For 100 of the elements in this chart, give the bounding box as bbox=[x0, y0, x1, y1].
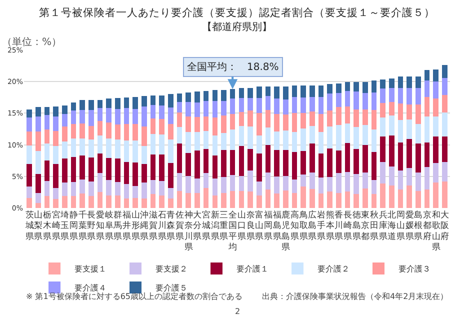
x-tick-label: 東京都 bbox=[361, 209, 370, 241]
bar bbox=[309, 85, 315, 97]
bar bbox=[265, 190, 271, 208]
bar bbox=[97, 135, 103, 154]
bar bbox=[416, 172, 421, 191]
bar bbox=[106, 158, 112, 180]
bar bbox=[309, 189, 315, 208]
bar bbox=[248, 98, 253, 111]
bar bbox=[106, 195, 112, 208]
bar bbox=[26, 198, 32, 208]
bar bbox=[274, 150, 280, 176]
x-tick-label: 三重県 bbox=[220, 209, 228, 241]
bar bbox=[159, 154, 165, 181]
bar bbox=[424, 70, 430, 80]
bar bbox=[406, 185, 412, 208]
bar bbox=[35, 116, 41, 132]
bar bbox=[80, 193, 85, 208]
bar bbox=[142, 96, 147, 106]
x-tick-label: 島根県 bbox=[414, 209, 422, 241]
bar bbox=[282, 176, 288, 190]
bar bbox=[106, 180, 112, 196]
x-tick-label: 全国平均 bbox=[228, 209, 237, 252]
bar bbox=[203, 149, 209, 174]
bar bbox=[194, 132, 200, 150]
bar bbox=[115, 140, 120, 159]
bar bbox=[53, 188, 58, 200]
bar bbox=[248, 110, 253, 126]
x-tick-label: 秋田県 bbox=[370, 209, 378, 241]
bar bbox=[124, 108, 130, 124]
bar bbox=[88, 181, 94, 196]
bar bbox=[176, 144, 182, 174]
bar bbox=[230, 98, 236, 114]
bar bbox=[53, 199, 58, 208]
bar bbox=[371, 130, 377, 152]
bar bbox=[159, 96, 165, 106]
x-tick-label: 奈良県 bbox=[246, 209, 254, 241]
bar bbox=[282, 190, 288, 208]
bar bbox=[265, 144, 271, 173]
x-tick-label: 鹿児島県 bbox=[282, 209, 290, 252]
bar bbox=[389, 166, 394, 186]
bar bbox=[389, 116, 394, 136]
x-tick-label: 長崎県 bbox=[343, 209, 352, 241]
x-tick-label: 熊本県 bbox=[326, 209, 334, 241]
bar bbox=[300, 97, 306, 114]
bar bbox=[274, 86, 280, 99]
bar bbox=[53, 164, 58, 188]
bar bbox=[44, 180, 50, 196]
bar bbox=[248, 126, 253, 150]
bar bbox=[203, 130, 209, 150]
bar bbox=[238, 190, 244, 208]
bar bbox=[26, 164, 32, 187]
bar bbox=[424, 142, 430, 167]
bar bbox=[70, 138, 76, 157]
bar bbox=[115, 158, 120, 182]
bar bbox=[80, 180, 85, 194]
bar bbox=[336, 150, 342, 174]
x-tick-label: 北海道 bbox=[388, 209, 396, 241]
bar bbox=[35, 151, 41, 174]
x-tick-label: 長野県 bbox=[87, 209, 96, 241]
x-tick-label: 福岡県 bbox=[264, 209, 272, 241]
x-tick-label: 山形県 bbox=[131, 209, 140, 241]
bar bbox=[362, 92, 368, 110]
bar bbox=[70, 196, 76, 208]
bar bbox=[168, 198, 174, 208]
bar bbox=[159, 106, 165, 119]
bar bbox=[442, 94, 448, 113]
bar bbox=[230, 114, 236, 130]
bar bbox=[212, 101, 218, 118]
x-tick-label: 新潟県 bbox=[210, 209, 219, 241]
bar bbox=[424, 166, 430, 190]
bar bbox=[203, 91, 209, 102]
chart-subtitle: 【都道府県別】 bbox=[202, 21, 272, 33]
bar bbox=[124, 198, 130, 208]
bar bbox=[221, 90, 226, 102]
bar bbox=[406, 88, 412, 104]
bar bbox=[150, 134, 156, 154]
bar bbox=[238, 112, 244, 126]
bar bbox=[115, 195, 120, 208]
bar bbox=[433, 136, 439, 164]
bar bbox=[150, 104, 156, 118]
bar bbox=[433, 116, 439, 137]
bar bbox=[362, 125, 368, 145]
bar bbox=[88, 100, 94, 110]
bar bbox=[62, 196, 68, 208]
bar bbox=[150, 96, 156, 105]
bar bbox=[186, 102, 192, 116]
bar bbox=[186, 192, 192, 208]
bar bbox=[203, 188, 209, 208]
legend-label: 要支援１ bbox=[74, 264, 106, 274]
bar bbox=[274, 132, 280, 150]
bar bbox=[62, 126, 68, 142]
bar bbox=[336, 84, 342, 93]
bar bbox=[300, 113, 306, 128]
bar bbox=[424, 96, 430, 116]
bar bbox=[318, 178, 324, 194]
bar bbox=[274, 114, 280, 132]
bar bbox=[362, 172, 368, 188]
bar bbox=[150, 180, 156, 194]
bar bbox=[88, 196, 94, 208]
bar bbox=[398, 104, 404, 120]
